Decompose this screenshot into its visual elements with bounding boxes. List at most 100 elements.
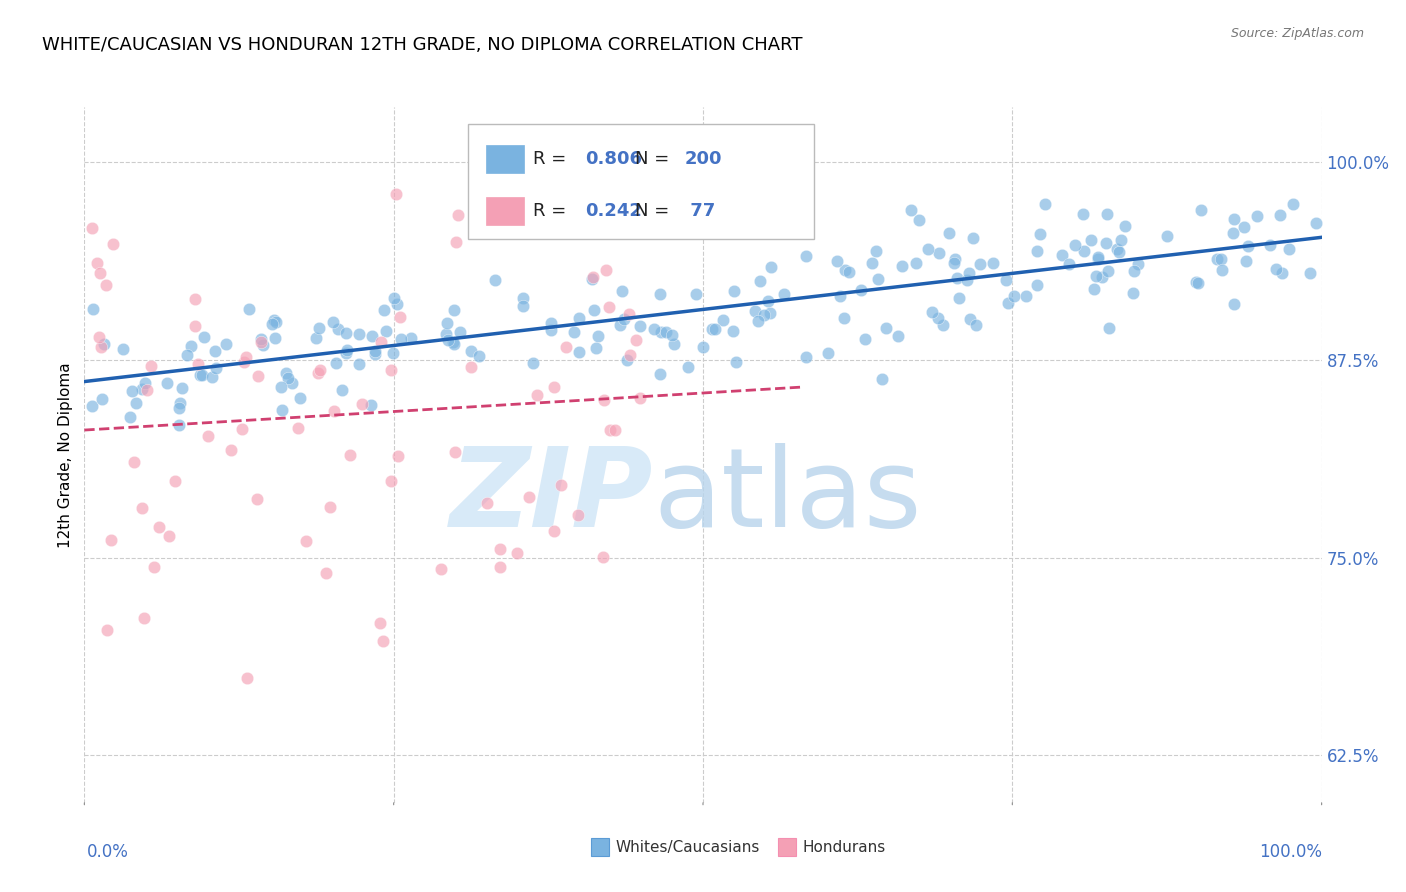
- Point: [380, 363, 402, 377]
- Point: [543, 380, 565, 394]
- Y-axis label: 12th Grade, No Diploma: 12th Grade, No Diploma: [58, 362, 73, 548]
- Point: [231, 422, 253, 436]
- Point: [96, 278, 118, 293]
- Point: [1071, 207, 1094, 221]
- Point: [678, 360, 700, 375]
- Point: [628, 391, 651, 405]
- Point: [900, 202, 922, 217]
- Point: [917, 242, 939, 256]
- Point: [193, 330, 215, 344]
- Point: [370, 335, 392, 350]
- Point: [1095, 206, 1118, 220]
- Point: [957, 266, 980, 280]
- Point: [132, 610, 155, 624]
- Point: [250, 335, 273, 350]
- Point: [325, 356, 347, 370]
- Point: [371, 634, 394, 648]
- Text: 77: 77: [685, 202, 716, 219]
- Point: [263, 312, 285, 326]
- Point: [794, 249, 817, 263]
- Point: [122, 455, 145, 469]
- Point: [100, 533, 122, 548]
- Point: [711, 221, 734, 235]
- Point: [1265, 262, 1288, 277]
- Point: [191, 368, 214, 383]
- Point: [870, 372, 893, 386]
- Point: [436, 333, 458, 347]
- Point: [449, 325, 471, 339]
- Point: [692, 340, 714, 354]
- Point: [336, 343, 359, 357]
- Point: [308, 320, 330, 334]
- Point: [1057, 257, 1080, 271]
- Point: [928, 246, 950, 260]
- Point: [1305, 216, 1327, 230]
- Point: [82, 220, 104, 235]
- Point: [388, 310, 411, 324]
- Point: [1126, 257, 1149, 271]
- Point: [184, 319, 207, 334]
- Point: [759, 260, 782, 275]
- Point: [1033, 197, 1056, 211]
- Point: [655, 325, 678, 339]
- Point: [460, 343, 482, 358]
- Point: [380, 474, 402, 488]
- Point: [1091, 270, 1114, 285]
- Point: [270, 380, 292, 394]
- Point: [827, 254, 849, 268]
- Point: [927, 311, 949, 326]
- Point: [335, 345, 357, 359]
- Point: [932, 318, 955, 332]
- Point: [315, 566, 337, 580]
- Point: [1234, 253, 1257, 268]
- Point: [1087, 252, 1109, 267]
- Point: [1094, 235, 1116, 250]
- Point: [364, 343, 387, 358]
- Point: [1098, 321, 1121, 335]
- Point: [540, 323, 562, 337]
- Point: [347, 326, 370, 341]
- Text: atlas: atlas: [654, 443, 922, 550]
- Point: [506, 546, 529, 560]
- Point: [965, 318, 987, 332]
- FancyBboxPatch shape: [486, 145, 523, 173]
- Point: [550, 478, 572, 492]
- Point: [247, 368, 270, 383]
- Point: [232, 355, 254, 369]
- Point: [1026, 244, 1049, 259]
- Point: [204, 344, 226, 359]
- Point: [1080, 233, 1102, 247]
- Point: [585, 341, 607, 355]
- Point: [700, 322, 723, 336]
- Point: [562, 325, 585, 339]
- Point: [139, 359, 162, 374]
- Point: [1236, 238, 1258, 252]
- Point: [1299, 266, 1322, 280]
- Point: [773, 287, 796, 301]
- Point: [183, 293, 205, 307]
- Point: [891, 259, 914, 273]
- Point: [828, 289, 851, 303]
- Point: [619, 348, 641, 362]
- Text: 100.0%: 100.0%: [1258, 843, 1322, 861]
- Point: [136, 383, 159, 397]
- Point: [1222, 296, 1244, 310]
- Point: [1073, 244, 1095, 259]
- Point: [172, 381, 194, 395]
- Point: [294, 533, 316, 548]
- Point: [246, 492, 269, 507]
- Point: [603, 423, 626, 437]
- Point: [1122, 263, 1144, 277]
- Point: [609, 318, 631, 332]
- Point: [723, 284, 745, 298]
- Point: [541, 186, 564, 201]
- Point: [1015, 289, 1038, 303]
- Point: [1281, 197, 1303, 211]
- Point: [650, 287, 672, 301]
- Point: [643, 322, 665, 336]
- Point: [87, 329, 110, 343]
- Point: [443, 337, 465, 351]
- Point: [399, 331, 422, 345]
- Point: [875, 321, 897, 335]
- Point: [586, 329, 609, 343]
